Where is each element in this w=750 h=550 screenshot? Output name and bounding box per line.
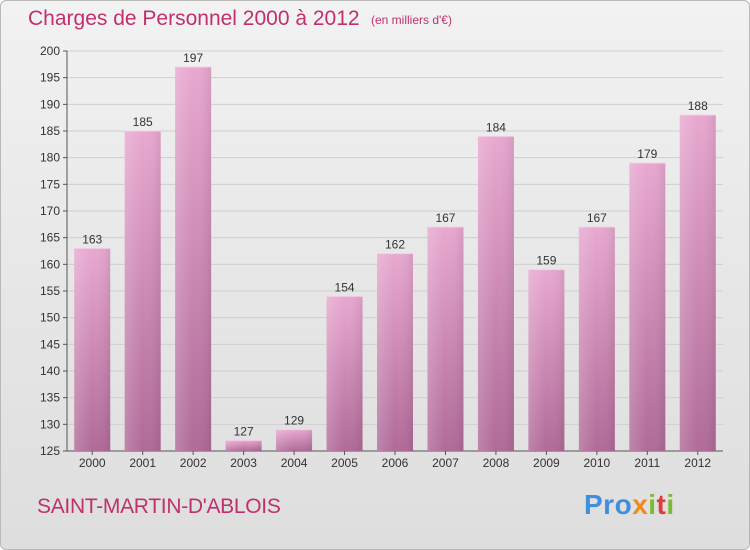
bar-value-label: 154 [335, 280, 355, 294]
bar-value-label: 188 [688, 99, 708, 113]
logo-part-3: i [648, 489, 657, 520]
logo-part-1: Pro [584, 489, 633, 520]
bar-shade [679, 115, 716, 451]
y-tick-label: 175 [40, 177, 60, 191]
bar-shade [175, 67, 212, 451]
x-tick-label: 2007 [432, 456, 459, 470]
y-tick-label: 150 [40, 311, 60, 325]
x-tick-label: 2001 [129, 456, 156, 470]
bar-shade [629, 163, 666, 451]
bar-value-label: 197 [183, 51, 203, 65]
y-tick-label: 185 [40, 124, 60, 138]
bar-shade [427, 227, 464, 451]
bar-value-label: 179 [637, 147, 657, 161]
y-tick-label: 160 [40, 257, 60, 271]
y-tick-label: 190 [40, 97, 60, 111]
x-tick-label: 2003 [230, 456, 257, 470]
logo-part-2: x [632, 489, 649, 520]
y-tick-label: 170 [40, 204, 60, 218]
chart-unit: (en milliers d'€) [371, 13, 452, 27]
bar-value-label: 159 [536, 254, 556, 268]
x-tick-label: 2009 [533, 456, 560, 470]
y-tick-label: 180 [40, 151, 60, 165]
bar-value-label: 127 [234, 424, 254, 438]
y-tick-label: 145 [40, 337, 60, 351]
y-tick-label: 130 [40, 417, 60, 431]
logo-part-5: i [666, 489, 675, 520]
y-tick-label: 165 [40, 231, 60, 245]
y-tick-label: 195 [40, 71, 60, 85]
x-tick-label: 2010 [583, 456, 610, 470]
y-tick-label: 200 [40, 44, 60, 58]
x-tick-label: 2012 [684, 456, 711, 470]
bar-value-label: 129 [284, 414, 304, 428]
logo-part-4: t [656, 489, 667, 520]
y-tick-label: 140 [40, 364, 60, 378]
x-tick-label: 2005 [331, 456, 358, 470]
bar-value-label: 184 [486, 120, 506, 134]
bar-shade [326, 296, 363, 451]
bar-shade [528, 269, 565, 451]
bar-shade [276, 429, 313, 451]
proxiti-logo: Proxiti [584, 489, 675, 521]
x-tick-label: 2008 [483, 456, 510, 470]
y-tick-label: 155 [40, 284, 60, 298]
bar-value-label: 162 [385, 238, 405, 252]
chart-title: Charges de Personnel 2000 à 2012 [28, 7, 360, 30]
bar-shade [124, 131, 161, 451]
y-tick-label: 125 [40, 444, 60, 458]
bar-shade [578, 227, 615, 451]
x-tick-label: 2000 [79, 456, 106, 470]
x-tick-label: 2004 [281, 456, 308, 470]
bar-value-label: 163 [82, 232, 102, 246]
bar-shade [225, 440, 262, 451]
bar-shade [74, 248, 111, 451]
x-tick-label: 2006 [382, 456, 409, 470]
bar-shade [377, 253, 413, 451]
x-tick-label: 2011 [634, 456, 660, 470]
bar-shade [477, 136, 514, 452]
x-tick-label: 2002 [180, 456, 207, 470]
bar-value-label: 185 [133, 115, 153, 129]
bar-value-label: 167 [587, 211, 607, 225]
y-tick-label: 135 [40, 391, 60, 405]
bar-value-label: 167 [435, 211, 455, 225]
commune-name: SAINT-MARTIN-D'ABLOIS [37, 495, 281, 518]
